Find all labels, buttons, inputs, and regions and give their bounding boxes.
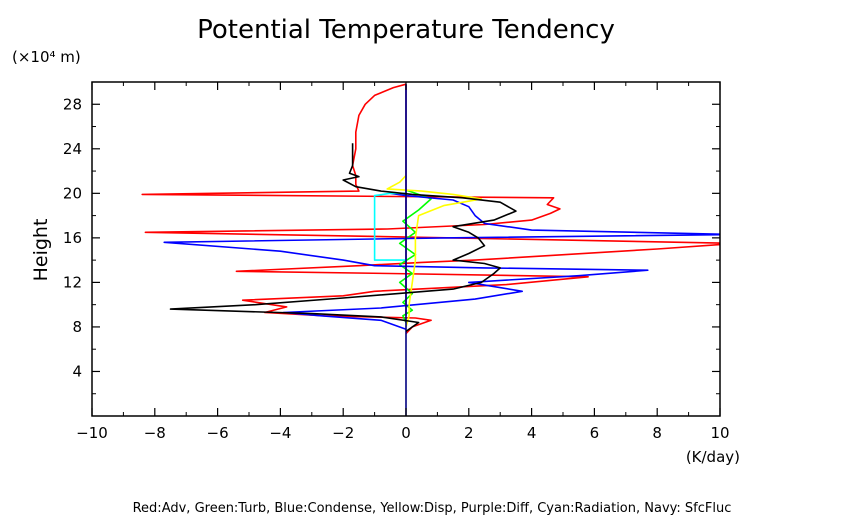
x-axis-label: (K/day) xyxy=(686,448,740,466)
y-tick-label: 8 xyxy=(72,318,82,336)
chart-title: Potential Temperature Tendency xyxy=(197,15,615,45)
y-unit-label: (×10⁴ m) xyxy=(12,48,81,66)
x-tick-label: 6 xyxy=(590,424,600,442)
series-line-adv xyxy=(141,83,720,335)
y-axis-label: Height xyxy=(30,219,52,282)
series-line-turb xyxy=(398,189,432,323)
y-tick-label: 4 xyxy=(72,362,82,380)
x-tick-label: 4 xyxy=(527,424,537,442)
x-tick-label: 8 xyxy=(652,424,662,442)
series-line-condense xyxy=(163,192,720,330)
plot-frame xyxy=(91,81,721,417)
x-tick-label: 0 xyxy=(401,424,411,442)
x-tick-label: −10 xyxy=(76,424,108,442)
y-tick-label: 20 xyxy=(63,184,82,202)
y-tick-label: 12 xyxy=(63,273,82,291)
series-line-total xyxy=(169,143,517,333)
y-tick-label: 28 xyxy=(63,95,82,113)
series-line-radiation xyxy=(373,192,406,261)
x-tick-label: −8 xyxy=(144,424,166,442)
legend-note: Red:Adv, Green:Turb, Blue:Condense, Yell… xyxy=(133,501,732,516)
x-tick-label: 10 xyxy=(710,424,729,442)
y-tick-label: 16 xyxy=(63,229,82,247)
series-layer xyxy=(141,83,720,416)
x-tick-label: −2 xyxy=(332,424,354,442)
series-line-disp xyxy=(386,174,483,328)
x-tick-label: −4 xyxy=(269,424,291,442)
y-tick-label: 24 xyxy=(63,140,82,158)
x-tick-label: 2 xyxy=(464,424,474,442)
x-tick-label: −6 xyxy=(207,424,229,442)
